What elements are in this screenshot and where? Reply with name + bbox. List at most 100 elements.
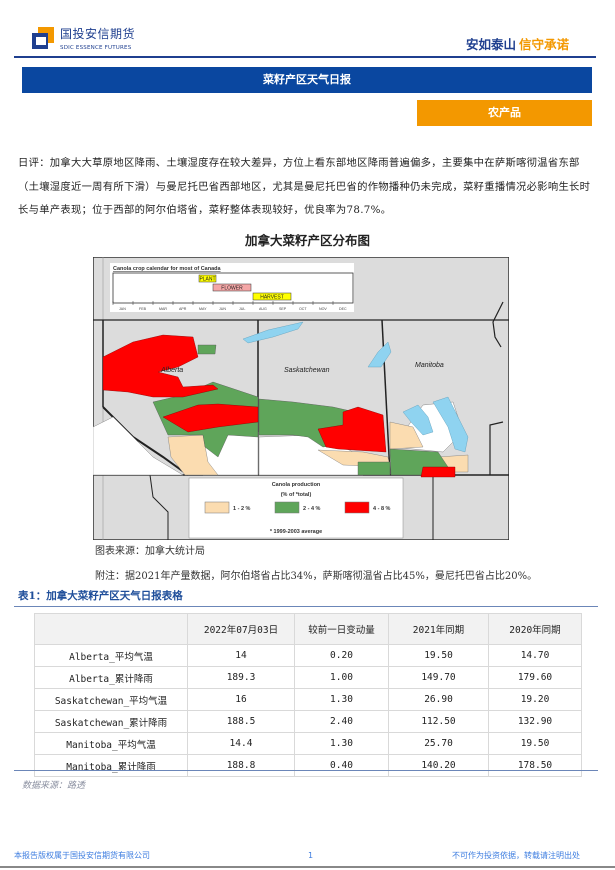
month-label: SEP — [279, 307, 287, 311]
header-cell: 2020年同期 — [488, 613, 582, 645]
province-label-saskatchewan: Saskatchewan — [284, 367, 330, 374]
category-tag: 农产品 — [417, 100, 592, 126]
month-label: AUG — [259, 307, 267, 311]
region-1-2 — [389, 421, 424, 450]
table-title: 表1：加拿大菜籽产区天气日报表格 — [18, 590, 183, 602]
report-title-banner: 菜籽产区天气日报 — [22, 67, 592, 93]
table-cell: 188.8 — [187, 754, 295, 777]
table-cell: 2.40 — [294, 710, 389, 733]
legend-swatch — [204, 501, 230, 514]
table-row: Alberta_平均气温 14 0.20 19.50 14.70 — [34, 644, 582, 667]
map-title: 加拿大菜籽产区分布图 — [244, 233, 370, 248]
table-bottom-divider — [14, 770, 598, 771]
table-cell: 19.20 — [488, 688, 582, 711]
table-row: Manitoba_累计降雨 188.8 0.40 140.20 178.50 — [34, 754, 582, 777]
legend-note: * 1999-2003 average — [270, 529, 322, 535]
province-label-manitoba: Manitoba — [415, 362, 444, 369]
figure-source: 图表来源：加拿大统计局 — [95, 546, 205, 557]
region-4-8 — [317, 406, 387, 453]
month-label: NOV — [319, 307, 327, 311]
region-2-4 — [357, 461, 391, 476]
table-cell: 1.30 — [294, 688, 389, 711]
table-cell: 0.20 — [294, 644, 389, 667]
legend-title: Canola production — [272, 482, 321, 488]
table-cell: 1.30 — [294, 732, 389, 755]
table-header-row: 2022年07月03日 较前一日变动量 2021年同期 2020年同期 — [34, 613, 582, 645]
page-bottom-border — [0, 866, 615, 868]
stage-label: HARVEST — [260, 295, 284, 301]
data-source: 数据来源：路透 — [22, 781, 86, 791]
table-cell: 0.40 — [294, 754, 389, 777]
month-label: APR — [179, 307, 187, 311]
row-label: Alberta_累计降雨 — [34, 666, 188, 689]
row-label: Manitoba_平均气温 — [34, 732, 188, 755]
stage-label: FLOWER — [221, 286, 243, 292]
table-cell: 178.50 — [488, 754, 582, 777]
table-cell: 112.50 — [388, 710, 489, 733]
header-cell: 2021年同期 — [388, 613, 489, 645]
table-cell: 14 — [187, 644, 295, 667]
region-4-8 — [420, 466, 456, 478]
row-label: Saskatchewan_平均气温 — [34, 688, 188, 711]
slogan-part-2: 信守承诺 — [519, 37, 570, 52]
stage-bar — [252, 292, 292, 301]
table-cell: 1.00 — [294, 666, 389, 689]
footer-copyright: 本报告版权属于国投安信期货有限公司 — [14, 851, 150, 860]
slogan-part-1: 安如泰山 — [466, 37, 517, 52]
footer-disclaimer: 不可作为投资依据，转载请注明出处 — [452, 851, 580, 860]
region-2-4 — [197, 344, 217, 355]
header-cell — [34, 613, 188, 645]
table-cell: 14.4 — [187, 732, 295, 755]
table-cell: 132.90 — [488, 710, 582, 733]
region-4-8 — [162, 403, 259, 433]
figure-note: 附注：据2021年产量数据，阿尔伯塔省占比34%，萨斯喀彻温省占比45%，曼尼托… — [95, 571, 538, 582]
table-cell: 140.20 — [388, 754, 489, 777]
row-label: Alberta_平均气温 — [34, 644, 188, 667]
legend-subtitle: (% of *total) — [281, 492, 312, 498]
legend-swatch — [274, 501, 300, 514]
stage-bar — [212, 283, 252, 292]
month-label: OCT — [299, 307, 307, 311]
table-cell: 189.3 — [187, 666, 295, 689]
daily-comment: 日评：加拿大大草原地区降雨、土壤湿度存在较大差异，方位上看东部地区降雨普遍偏多，… — [18, 157, 591, 216]
header-cell: 较前一日变动量 — [294, 613, 389, 645]
month-label: MAY — [199, 307, 207, 311]
legend-label: 1 - 2 % — [233, 506, 251, 512]
legend-swatch — [344, 501, 370, 514]
table-cell: 25.70 — [388, 732, 489, 755]
month-label: DEC — [339, 307, 347, 311]
table-row: Saskatchewan_累计降雨 188.5 2.40 112.50 132.90 — [34, 710, 582, 733]
lake — [367, 341, 392, 368]
month-label: JAN — [119, 307, 126, 311]
row-label: Saskatchewan_累计降雨 — [34, 710, 188, 733]
table-row: Saskatchewan_平均气温 16 1.30 26.90 19.20 — [34, 688, 582, 711]
lake — [432, 396, 469, 453]
logo-text-cn: 国投安信期货 — [60, 27, 136, 41]
table-top-divider — [14, 606, 598, 607]
logo-text-en: SDIC ESSENCE FUTURES — [60, 45, 132, 51]
month-label: FEB — [139, 307, 147, 311]
header-cell: 2022年07月03日 — [187, 613, 295, 645]
stage-bar — [198, 274, 217, 283]
table-row: Manitoba_平均气温 14.4 1.30 25.70 19.50 — [34, 732, 582, 755]
page-number: 1 — [308, 851, 314, 860]
table-cell: 188.5 — [187, 710, 295, 733]
month-label: JUN — [219, 307, 226, 311]
row-label: Manitoba_累计降雨 — [34, 754, 188, 777]
header-divider — [14, 56, 596, 58]
province-label-alberta: Alberta — [160, 367, 183, 374]
table-cell: 16 — [187, 688, 295, 711]
stage-label: PLANT — [199, 277, 215, 283]
canola-production-map: Alberta Saskatchewan Manitoba Canola cro… — [93, 257, 509, 540]
calendar-title: Canola crop calendar for most of Canada — [113, 266, 222, 272]
table-cell: 19.50 — [388, 644, 489, 667]
table-cell: 149.70 — [388, 666, 489, 689]
table-cell: 26.90 — [388, 688, 489, 711]
company-logo — [32, 27, 54, 49]
table-cell: 14.70 — [488, 644, 582, 667]
month-label: JUL — [239, 307, 245, 311]
month-label: MAR — [159, 307, 167, 311]
slogan: 安如泰山 信守承诺 — [466, 37, 569, 52]
table-row: Alberta_累计降雨 189.3 1.00 149.70 179.60 — [34, 666, 582, 689]
lake — [402, 404, 434, 436]
